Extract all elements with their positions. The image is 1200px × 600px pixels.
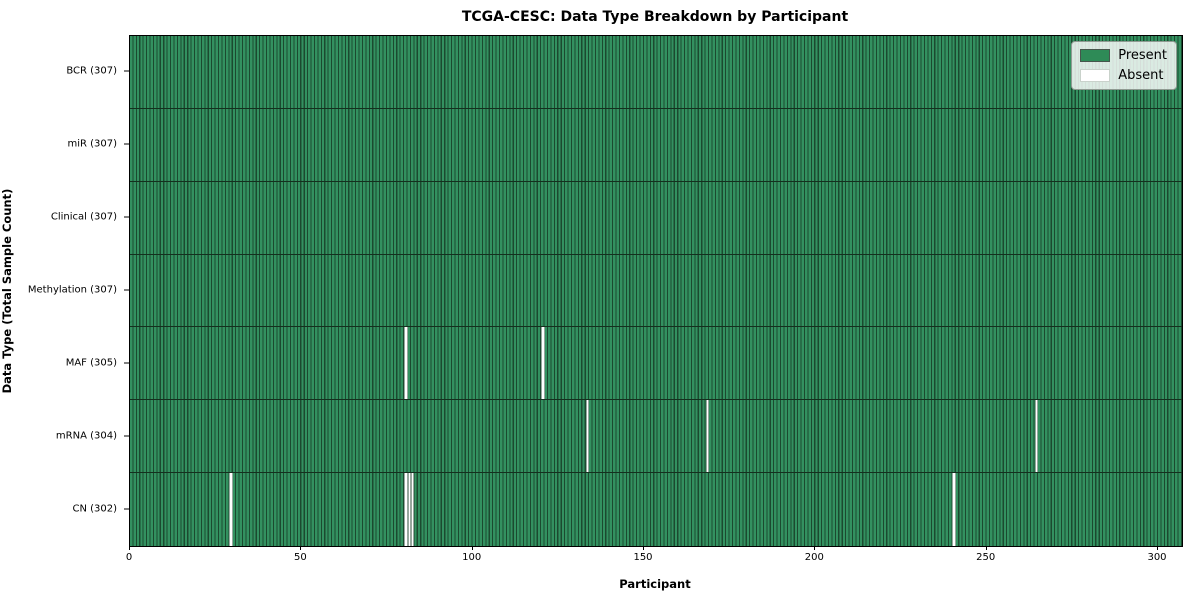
row-mRNA (130, 400, 1182, 474)
ytick-mark-Clinical (124, 216, 129, 218)
legend-label-present: Present (1118, 48, 1167, 63)
absent-cell-CN-29 (229, 473, 233, 546)
ytick-label-mRNA: mRNA (304) (55, 430, 117, 442)
ytick-label-Methylation: Methylation (307) (27, 284, 117, 296)
xtick-mark-150 (643, 546, 644, 550)
xtick-label-200: 200 (804, 552, 824, 563)
xtick-mark-0 (129, 546, 130, 550)
absent-cell-mRNA-264 (1034, 400, 1039, 473)
absent-cell-CN-82 (410, 473, 415, 546)
ytick-mark-BCR (124, 70, 129, 72)
absent-cell-MAF-120 (541, 327, 545, 400)
xtick-mark-50 (300, 546, 302, 550)
ytick-label-CN: CN (302) (72, 503, 117, 515)
xtick-mark-100 (471, 546, 473, 550)
row-MAF (130, 327, 1182, 401)
ytick-mark-mRNA (124, 435, 129, 437)
xtick-label-250: 250 (976, 552, 996, 563)
xtick-mark-250 (985, 546, 987, 550)
row-BCR (130, 36, 1182, 109)
absent-cell-CN-240 (952, 473, 956, 546)
xtick-mark-300 (1157, 546, 1158, 550)
x-axis-title: Participant (619, 577, 691, 591)
row-miR (130, 108, 1182, 182)
legend: Present Absent (1071, 41, 1177, 90)
row-Methylation (130, 254, 1182, 328)
row-Clinical (130, 181, 1182, 255)
chart-title: TCGA-CESC: Data Type Breakdown by Partic… (461, 9, 849, 25)
ytick-mark-MAF (124, 362, 129, 364)
ytick-label-BCR: BCR (307) (66, 65, 117, 77)
absent-cell-CN-80 (404, 473, 408, 546)
row-CN (130, 473, 1182, 546)
legend-label-absent: Absent (1118, 68, 1164, 83)
absent-cell-mRNA-168 (705, 400, 710, 473)
ytick-label-MAF: MAF (305) (65, 357, 117, 369)
ytick-mark-Methylation (124, 289, 129, 291)
xtick-label-50: 50 (293, 552, 307, 563)
xtick-label-150: 150 (633, 552, 653, 563)
legend-swatch-absent (1080, 69, 1111, 82)
absent-cell-mRNA-133 (585, 400, 590, 473)
legend-entry-absent: Absent (1080, 68, 1167, 83)
ytick-mark-miR (124, 143, 129, 145)
xtick-mark-200 (814, 546, 816, 550)
legend-swatch-present (1080, 49, 1111, 62)
ytick-label-miR: miR (307) (67, 138, 117, 150)
absent-cell-CN-81 (407, 473, 411, 546)
xtick-label-300: 300 (1147, 552, 1167, 563)
absent-cell-MAF-80 (404, 327, 408, 400)
plot-area: Present Absent (129, 35, 1183, 547)
ytick-label-Clinical: Clinical (307) (50, 211, 117, 223)
xtick-label-100: 100 (462, 552, 482, 563)
legend-entry-present: Present (1080, 48, 1167, 63)
ytick-mark-CN (124, 508, 129, 510)
xtick-label-0: 0 (125, 552, 133, 563)
